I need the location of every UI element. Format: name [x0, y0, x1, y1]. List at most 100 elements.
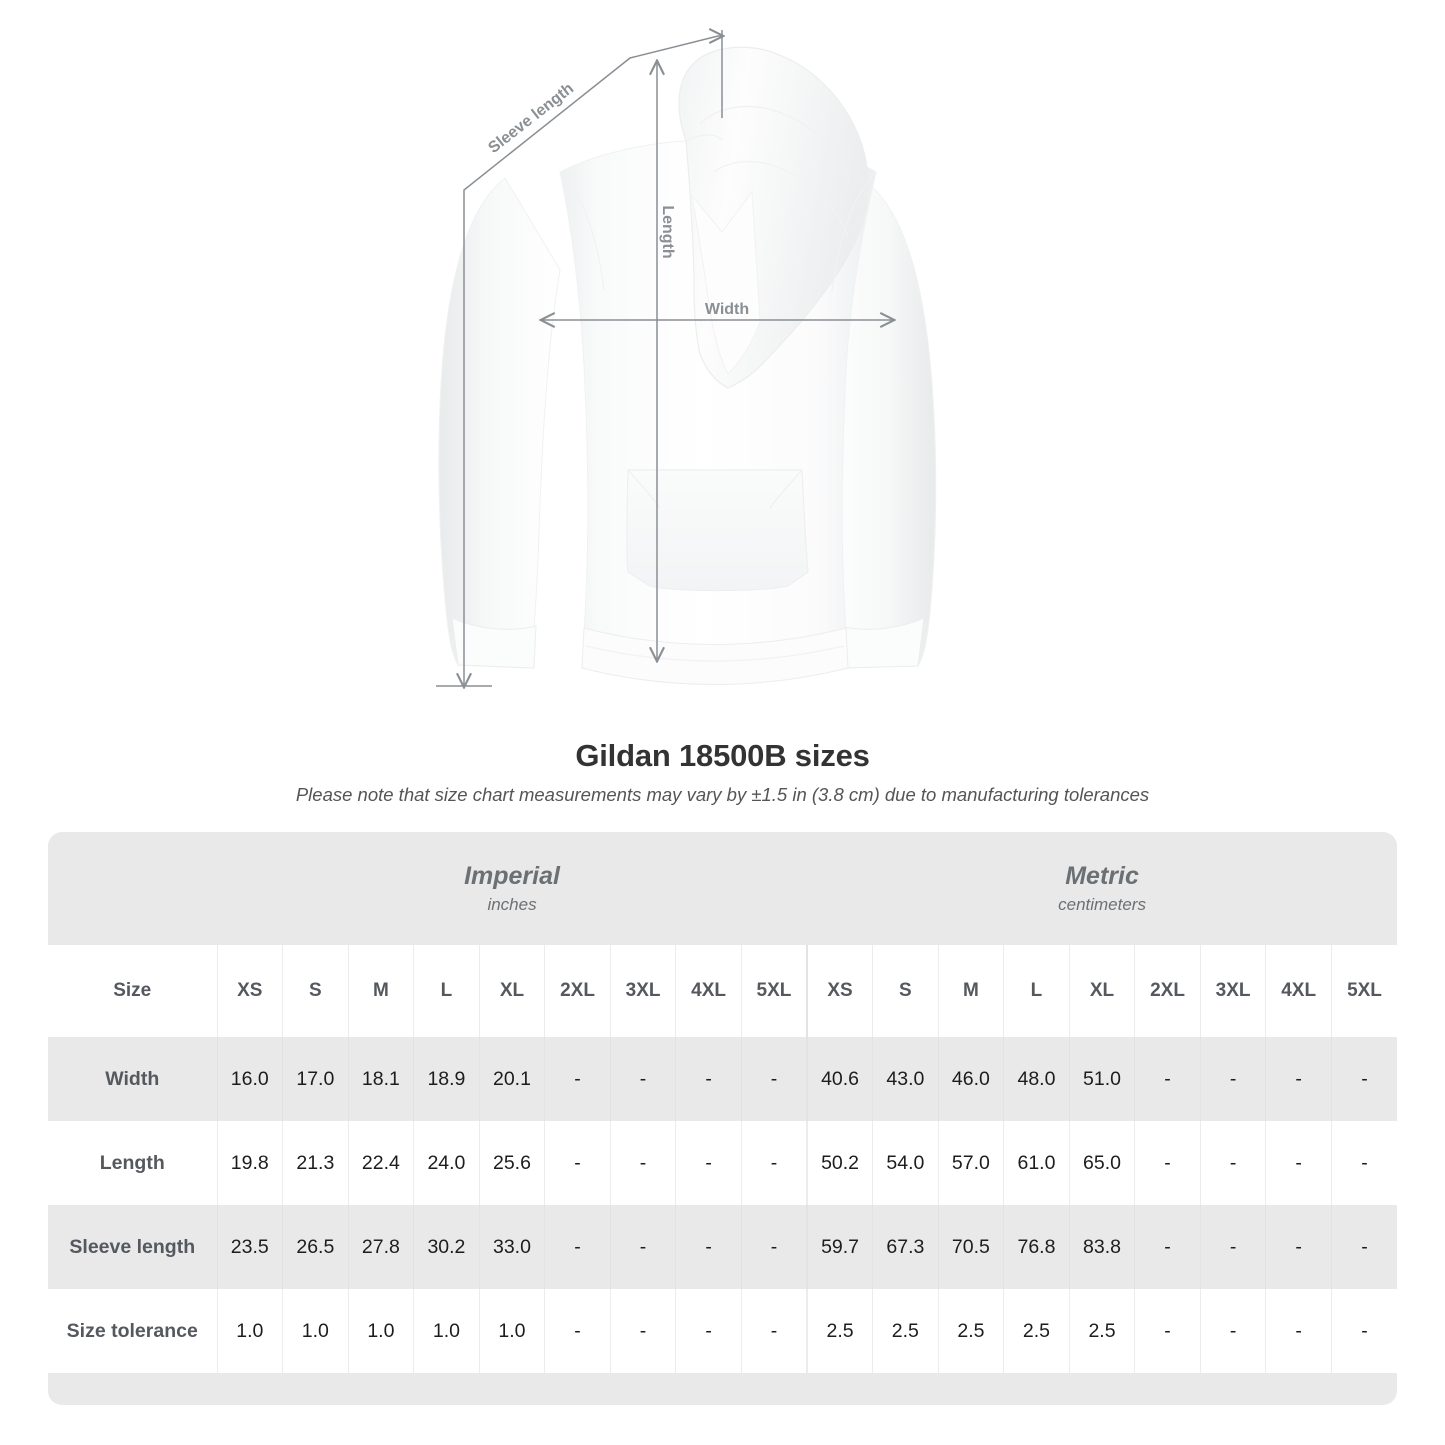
cell-size-tolerance-metric-s: 2.5 [872, 1289, 939, 1373]
cell-width-metric-2xl: - [1134, 1037, 1201, 1121]
sleeve-length-arrow [436, 30, 722, 686]
size-header-xl: XL [478, 945, 545, 1037]
cell-size-tolerance-metric-m: 2.5 [937, 1289, 1004, 1373]
cell-size-tolerance-imperial-l: 1.0 [413, 1289, 480, 1373]
cell-size-tolerance-imperial-xl: 1.0 [478, 1289, 545, 1373]
cell-width-metric-xl: 51.0 [1068, 1037, 1135, 1121]
cell-size-tolerance-metric-4xl: - [1265, 1289, 1332, 1373]
cell-width-imperial-xl: 20.1 [478, 1037, 545, 1121]
size-header-2xl: 2XL [1134, 945, 1201, 1037]
row-label: Sleeve length [48, 1205, 217, 1289]
cell-length-imperial-xs: 19.8 [216, 1121, 283, 1205]
footer-cell-mid [217, 1373, 1332, 1405]
cell-sleeve-length-imperial-3xl: - [609, 1205, 676, 1289]
table-footer-strip [48, 1373, 1398, 1405]
cell-sleeve-length-metric-m: 70.5 [937, 1205, 1004, 1289]
cell-length-imperial-m: 22.4 [347, 1121, 414, 1205]
cell-sleeve-length-metric-5xl: - [1330, 1205, 1398, 1289]
unit-header-metric: Metric centimeters [807, 832, 1398, 945]
cell-width-imperial-m: 18.1 [347, 1037, 414, 1121]
cell-sleeve-length-metric-s: 67.3 [872, 1205, 939, 1289]
unit-sub: inches [487, 894, 537, 914]
size-chart-table: Imperial inches Metric centimeters Size XS S M L… [48, 832, 1398, 1405]
unit-name: Imperial [464, 861, 560, 890]
table-row: Width 16.0 17.0 18.1 18.9 20.1- - - -40.6 43.0 46.… [48, 1037, 1398, 1121]
cell-sleeve-length-imperial-s: 26.5 [282, 1205, 349, 1289]
cell-length-imperial-2xl: - [544, 1121, 611, 1205]
cell-width-metric-3xl: - [1199, 1037, 1266, 1121]
cell-width-imperial-5xl: - [740, 1037, 808, 1121]
page-title: Gildan 18500B sizes [575, 738, 870, 773]
cell-size-tolerance-imperial-3xl: - [609, 1289, 676, 1373]
size-header-5xl: 5XL [740, 945, 808, 1037]
cell-width-metric-s: 43.0 [872, 1037, 939, 1121]
sleeve-length-label: Sleeve length [485, 80, 577, 157]
measurement-annotations [436, 30, 893, 686]
size-header-3xl: 3XL [609, 945, 676, 1037]
cell-length-imperial-4xl: - [675, 1121, 742, 1205]
width-label: Width [705, 301, 749, 318]
cell-width-imperial-2xl: - [544, 1037, 611, 1121]
cell-length-metric-3xl: - [1199, 1121, 1266, 1205]
size-header-4xl: 4XL [675, 945, 742, 1037]
unit-sub: centimeters [1058, 894, 1146, 914]
cell-size-tolerance-metric-xs: 2.5 [806, 1289, 873, 1373]
size-header-row: Size XS S M L XL 2XL 3XL 4XL 5XL XS S M L XL 2XL 3XL 4XL 5… [48, 945, 1398, 1037]
cell-sleeve-length-imperial-l: 30.2 [413, 1205, 480, 1289]
cell-size-tolerance-metric-l: 2.5 [1003, 1289, 1070, 1373]
cell-sleeve-length-imperial-xl: 33.0 [478, 1205, 545, 1289]
length-label: Length [659, 205, 676, 258]
cell-sleeve-length-metric-xl: 83.8 [1068, 1205, 1135, 1289]
size-header-label: Size [48, 945, 217, 1037]
size-chart-table-wrap: Imperial inches Metric centimeters Size XS S M L… [48, 832, 1398, 1405]
footer-cell-left [48, 1373, 217, 1405]
cell-sleeve-length-imperial-5xl: - [740, 1205, 808, 1289]
cell-length-imperial-5xl: - [740, 1121, 808, 1205]
cell-width-imperial-4xl: - [675, 1037, 742, 1121]
cell-length-imperial-l: 24.0 [413, 1121, 480, 1205]
row-label: Length [48, 1121, 217, 1205]
cell-sleeve-length-metric-2xl: - [1134, 1205, 1201, 1289]
size-header-s: S [872, 945, 939, 1037]
cell-length-imperial-xl: 25.6 [478, 1121, 545, 1205]
size-header-m: M [347, 945, 414, 1037]
cell-sleeve-length-imperial-4xl: - [675, 1205, 742, 1289]
table-row: Length 19.8 21.3 22.4 24.0 25.6- - - -50.2 54.0 57… [48, 1121, 1398, 1205]
cell-width-imperial-xs: 16.0 [216, 1037, 283, 1121]
cell-length-metric-m: 57.0 [937, 1121, 1004, 1205]
hoodie-measurement-illustration: Sleeve length Length Width [436, 0, 937, 725]
cell-size-tolerance-imperial-5xl: - [740, 1289, 808, 1373]
table-row: Sleeve length 23.5 26.5 27.8 30.2 33.0- - - -59.… [48, 1205, 1398, 1289]
cell-length-metric-5xl: - [1330, 1121, 1398, 1205]
size-header-4xl: 4XL [1265, 945, 1332, 1037]
cell-sleeve-length-imperial-m: 27.8 [347, 1205, 414, 1289]
cell-width-imperial-3xl: - [609, 1037, 676, 1121]
cell-width-metric-4xl: - [1265, 1037, 1332, 1121]
size-header-xl: XL [1068, 945, 1135, 1037]
size-header-xs: XS [216, 945, 283, 1037]
size-header-l: L [1003, 945, 1070, 1037]
cell-length-imperial-3xl: - [609, 1121, 676, 1205]
cell-width-imperial-s: 17.0 [282, 1037, 349, 1121]
cell-sleeve-length-metric-4xl: - [1265, 1205, 1332, 1289]
size-header-l: L [413, 945, 480, 1037]
cell-size-tolerance-imperial-2xl: - [544, 1289, 611, 1373]
row-label: Width [48, 1037, 217, 1121]
size-header-xs: XS [806, 945, 873, 1037]
chart-heading-block: Gildan 18500B sizes Please note that siz… [0, 736, 1445, 810]
cell-sleeve-length-metric-l: 76.8 [1003, 1205, 1070, 1289]
cell-size-tolerance-imperial-m: 1.0 [347, 1289, 414, 1373]
cell-width-metric-xs: 40.6 [806, 1037, 873, 1121]
cell-width-imperial-l: 18.9 [413, 1037, 480, 1121]
cell-width-metric-5xl: - [1330, 1037, 1398, 1121]
cell-width-metric-l: 48.0 [1003, 1037, 1070, 1121]
unit-header-imperial: Imperial inches [217, 832, 808, 945]
unit-name: Metric [1065, 861, 1139, 890]
cell-width-metric-m: 46.0 [937, 1037, 1004, 1121]
cell-size-tolerance-imperial-4xl: - [675, 1289, 742, 1373]
cell-length-metric-xs: 50.2 [806, 1121, 873, 1205]
cell-sleeve-length-metric-xs: 59.7 [806, 1205, 873, 1289]
size-header-s: S [282, 945, 349, 1037]
cell-length-metric-xl: 65.0 [1068, 1121, 1135, 1205]
unit-header-row: Imperial inches Metric centimeters [48, 832, 1398, 945]
